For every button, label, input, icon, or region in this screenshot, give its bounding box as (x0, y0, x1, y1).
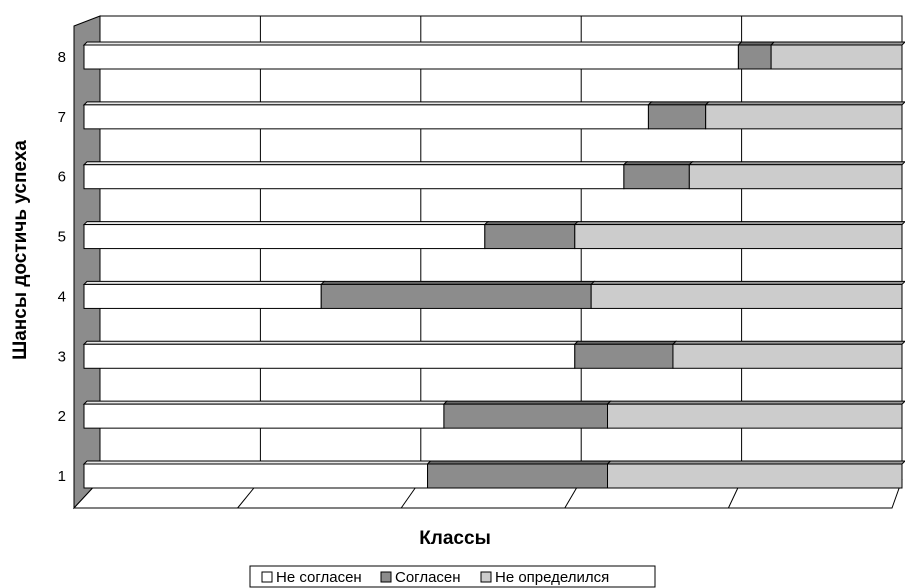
bar-segment (82, 101, 653, 130)
y-tick-label: 4 (58, 288, 66, 305)
bar-segment (426, 460, 612, 489)
bar-segment (82, 280, 326, 309)
legend-swatch (480, 571, 492, 583)
bar-segment (622, 161, 694, 190)
bar-segment (483, 221, 580, 250)
y-tick-label: 8 (58, 49, 66, 66)
y-tick-label: 7 (58, 109, 66, 126)
bar-segment (737, 41, 776, 70)
y-axis-title: Шансы достичь успеха (10, 140, 31, 360)
legend-swatch (261, 571, 273, 583)
y-tick-labels: 1 2 3 4 5 6 7 8 (58, 49, 66, 485)
bar-segment (688, 161, 905, 190)
bar-segment (82, 460, 432, 489)
y-tick-label: 5 (58, 229, 66, 246)
bar-segment (589, 280, 905, 309)
bar-segment (82, 400, 449, 429)
legend: Не согласен Согласен Не определился (249, 565, 656, 588)
bar-segment (606, 400, 905, 429)
chart-walls (72, 15, 903, 510)
y-tick-label: 1 (58, 468, 66, 485)
legend-label: Не согласен (276, 569, 362, 586)
bar-segment (704, 101, 905, 130)
bars (82, 41, 905, 489)
bar-segment (647, 101, 710, 130)
bar-segment (82, 41, 743, 70)
bar-segment (82, 161, 629, 190)
y-tick-label: 3 (58, 348, 66, 365)
bar-segment (320, 280, 596, 309)
side-wall (73, 15, 101, 510)
legend-swatch (380, 571, 392, 583)
bar-segment (769, 41, 905, 70)
x-axis-title: Классы (419, 528, 491, 549)
legend-label: Согласен (395, 569, 461, 586)
y-tick-label: 2 (58, 408, 66, 425)
legend-box (249, 565, 656, 588)
bar-segment (671, 340, 905, 369)
bar-segment (573, 221, 905, 250)
bar-segment (442, 400, 612, 429)
bar-segment (573, 340, 678, 369)
legend-label: Не определился (495, 569, 609, 586)
bar-segment (606, 460, 905, 489)
y-tick-label: 6 (58, 169, 66, 186)
bar-segment (82, 221, 490, 250)
bar-segment (82, 340, 580, 369)
